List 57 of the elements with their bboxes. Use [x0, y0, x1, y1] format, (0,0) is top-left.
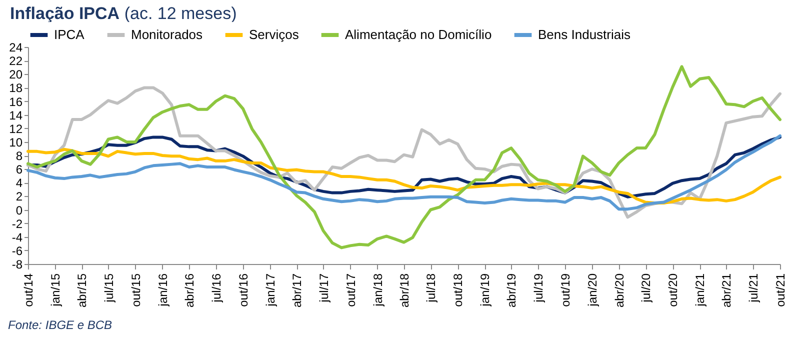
y-tick-label: 22 [9, 54, 23, 68]
x-tick-label: jul/21 [746, 273, 760, 304]
x-tick-label: abr/17 [290, 273, 304, 308]
x-tick-label: out/14 [22, 273, 36, 307]
y-tick-label: -8 [12, 258, 23, 272]
line-series [26, 148, 782, 204]
x-tick-label: jan/21 [693, 273, 708, 308]
x-tick-label: out/17 [344, 273, 358, 307]
y-tick-label: 14 [9, 108, 23, 122]
source-note: Fonte: IBGE e BCB [8, 318, 112, 332]
legend-label: Monitorados [131, 27, 204, 42]
x-tick-label: jul/16 [209, 273, 224, 304]
x-tick-label: out/19 [558, 273, 573, 307]
y-tick-label: 20 [9, 68, 23, 82]
x-tick-label: out/21 [774, 273, 788, 307]
chart-subtitle: (ac. 12 meses) [124, 4, 237, 23]
x-tick-label: out/15 [128, 273, 143, 307]
x-tick-label: jan/15 [48, 273, 63, 308]
x-tick-label: out/18 [451, 273, 466, 307]
x-tick-label: jan/16 [156, 273, 170, 308]
x-tick-label: abr/15 [75, 273, 90, 308]
x-tick-label: out/20 [666, 273, 680, 307]
line-series [26, 134, 782, 211]
y-tick-label: 24 [9, 40, 23, 54]
y-tick-label: 8 [16, 149, 23, 163]
x-tick-label: jul/15 [102, 273, 116, 304]
y-tick-label: -6 [12, 244, 23, 258]
y-tick-label: 0 [16, 203, 23, 218]
legend-label: IPCA [54, 27, 85, 42]
x-tick-label: jan/20 [586, 273, 600, 308]
y-tick-label: 2 [16, 190, 23, 204]
y-tick-label: -2 [12, 216, 23, 231]
y-tick-label: 16 [9, 94, 23, 109]
y-tick-label: 4 [16, 176, 23, 190]
x-tick-label: abr/21 [720, 273, 734, 308]
x-tick-label: jan/19 [478, 273, 492, 308]
x-tick-label: out/16 [236, 273, 250, 307]
x-tick-label: abr/20 [612, 273, 626, 308]
x-tick-label: jul/18 [424, 273, 438, 304]
x-tick-label: jan/18 [370, 273, 385, 308]
x-tick-label: jul/17 [316, 273, 331, 304]
line-series [26, 65, 782, 250]
y-tick-label: 6 [16, 162, 23, 177]
chart-title: Inflação IPCA [10, 4, 120, 23]
x-tick-label: jul/19 [531, 273, 546, 304]
legend-label: Bens Industriais [538, 27, 631, 42]
x-tick-label: abr/19 [504, 273, 519, 308]
x-tick-label: abr/16 [182, 273, 197, 308]
legend-label: Serviços [249, 27, 300, 42]
y-tick-label: 12 [9, 122, 23, 136]
y-tick-label: -4 [12, 230, 23, 244]
x-tick-label: jan/17 [264, 273, 278, 308]
legend-label: Alimentação no Domicílio [345, 27, 492, 42]
x-tick-label: jul/20 [639, 273, 654, 304]
x-tick-label: abr/18 [397, 273, 412, 308]
y-tick-label: 18 [9, 81, 23, 96]
y-tick-label: 10 [9, 135, 23, 150]
